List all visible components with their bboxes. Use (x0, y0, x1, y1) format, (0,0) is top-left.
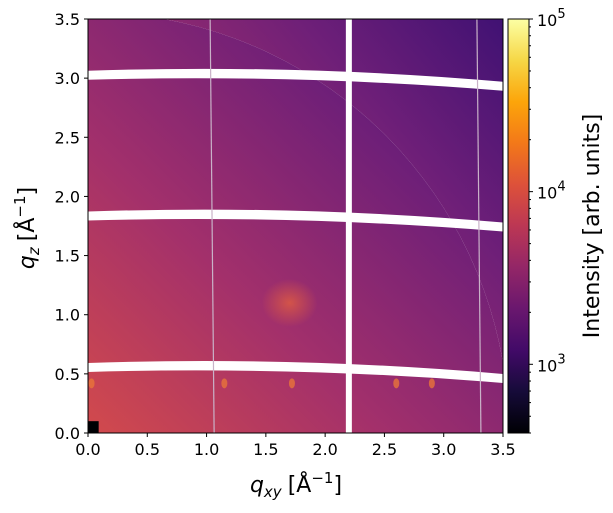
detector-gap-horizontal (88, 209, 503, 232)
x-tick-label: 2.5 (372, 440, 397, 459)
colorbar-tick-label: 104 (537, 180, 566, 203)
detector-gap-horizontal (88, 68, 503, 91)
x-tick-label: 0.0 (75, 440, 100, 459)
x-tick-label: 1.0 (194, 440, 219, 459)
y-tick-label: 3.5 (55, 10, 80, 29)
y-tick-label: 0.0 (55, 424, 80, 443)
y-tick-label: 1.0 (55, 306, 80, 325)
y-tick-label: 0.5 (55, 365, 80, 384)
x-axis-ticks: 0.0 0.5 1.0 1.5 2.0 2.5 3.0 3.5 (75, 433, 516, 459)
y-tick-label: 2.5 (55, 128, 80, 147)
diffuse-peak (261, 278, 318, 327)
heatmap-area (88, 12, 503, 433)
in-plane-peak (221, 378, 228, 389)
colorbar-label: Intensity [arb. units] (580, 114, 605, 338)
x-tick-label: 0.5 (135, 440, 160, 459)
colorbar-ticks: 103 104 105 (529, 7, 566, 434)
in-plane-peak (88, 378, 95, 389)
in-plane-peak (288, 378, 295, 389)
axes-frame (87, 18, 504, 434)
x-tick-label: 3.0 (431, 440, 456, 459)
in-plane-peak (428, 378, 435, 389)
in-plane-peak (393, 378, 400, 389)
detector-seam (476, 19, 482, 433)
x-tick-label: 3.5 (490, 440, 515, 459)
intensity-background-inner (88, 19, 503, 433)
detector-gap-horizontal (88, 360, 503, 383)
detector-shadow (88, 12, 164, 19)
y-tick-label: 2.0 (55, 187, 80, 206)
colorbar-tick-label: 103 (537, 352, 566, 375)
intensity-background (164, 19, 503, 433)
detector-gap-vertical (345, 19, 352, 433)
y-tick-label: 1.5 (55, 247, 80, 266)
x-axis-label: qxy [Å−1] (250, 469, 342, 501)
x-tick-label: 1.5 (253, 440, 278, 459)
detector-seam (209, 19, 215, 433)
colorbar (507, 18, 530, 434)
y-axis-ticks: 0.0 0.5 1.0 1.5 2.0 2.5 3.0 3.5 (55, 10, 88, 443)
y-tick-label: 3.0 (55, 69, 80, 88)
colorbar-tick-label: 105 (537, 7, 566, 30)
x-tick-label: 2.0 (312, 440, 337, 459)
y-axis-label: qz[Å−1] (11, 187, 43, 269)
beamstop (88, 421, 99, 433)
